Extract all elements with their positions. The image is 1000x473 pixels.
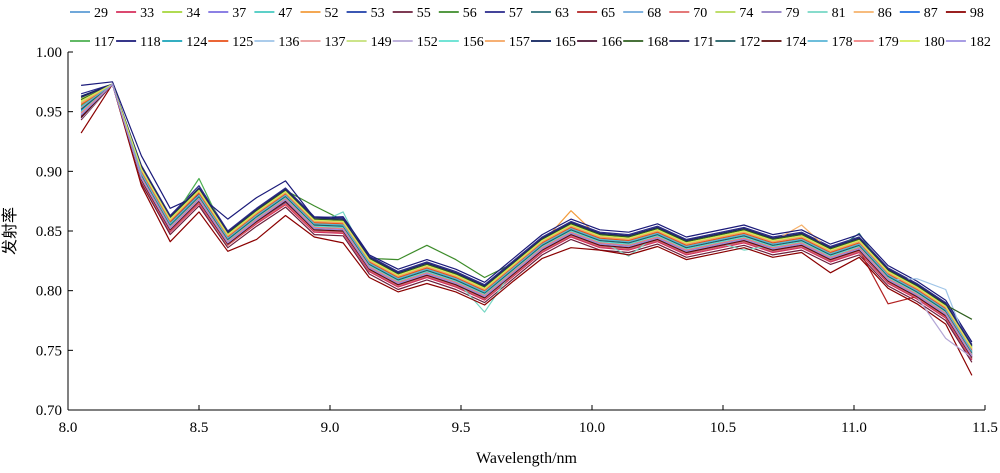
- legend-label-136: 136: [278, 35, 299, 50]
- legend-label-137: 137: [325, 35, 346, 50]
- legend-label-174: 174: [786, 35, 807, 50]
- series-line-171: [80, 83, 973, 346]
- series-line-168: [80, 83, 973, 320]
- x-tick-label: 10.5: [710, 420, 736, 436]
- legend-label-70: 70: [693, 6, 707, 21]
- legend-label-117: 117: [94, 35, 114, 50]
- series-line-180: [80, 83, 973, 349]
- x-tick-label: 8.0: [59, 420, 78, 436]
- x-tick-label: 11.0: [841, 420, 867, 436]
- legend-label-125: 125: [232, 35, 253, 50]
- y-tick-label: 0.90: [36, 164, 62, 180]
- legend-label-171: 171: [693, 35, 714, 50]
- legend-label-149: 149: [371, 35, 392, 50]
- y-tick-label: 0.85: [36, 224, 62, 240]
- plot-series: [80, 81, 973, 376]
- legend-label-52: 52: [325, 6, 339, 21]
- legend-label-74: 74: [739, 6, 753, 21]
- x-tick-label: 10.0: [579, 420, 605, 436]
- legend-label-37: 37: [232, 6, 246, 21]
- legend-label-29: 29: [94, 6, 108, 21]
- x-tick-label: 8.5: [190, 420, 209, 436]
- y-tick-label: 1.00: [36, 45, 62, 61]
- legend-label-53: 53: [371, 6, 385, 21]
- y-tick-label: 0.80: [36, 284, 62, 300]
- legend-label-152: 152: [417, 35, 438, 50]
- legend-label-182: 182: [970, 35, 991, 50]
- x-tick-label: 9.0: [321, 420, 340, 436]
- series-line-182: [80, 83, 973, 357]
- legend-label-118: 118: [140, 35, 160, 50]
- series-line-98: [80, 83, 973, 376]
- legend-label-172: 172: [739, 35, 760, 50]
- legend-label-55: 55: [417, 6, 431, 21]
- legend-label-56: 56: [463, 6, 477, 21]
- y-axis-title: 发射率: [1, 207, 19, 255]
- x-axis-title: Wavelength/nm: [476, 450, 577, 467]
- series-line-179: [80, 83, 973, 356]
- legend-label-81: 81: [832, 6, 846, 21]
- legend-label-157: 157: [509, 35, 530, 50]
- legend-label-156: 156: [463, 35, 484, 50]
- y-axis-ticks: 0.70 0.75 0.80 0.85 0.90 0.95 1.00: [36, 45, 73, 419]
- series-line-157: [80, 83, 973, 350]
- y-tick-label: 0.70: [36, 403, 62, 419]
- series-line-174: [80, 83, 973, 358]
- series-line-70: [80, 83, 973, 360]
- legend-label-33: 33: [140, 6, 154, 21]
- y-tick-label: 0.75: [36, 343, 62, 359]
- legend-label-166: 166: [601, 35, 622, 50]
- series-line-118: [81, 81, 973, 343]
- legend-label-79: 79: [786, 6, 800, 21]
- series-line-125: [80, 83, 973, 351]
- legend-label-57: 57: [509, 6, 523, 21]
- legend-label-34: 34: [186, 6, 200, 21]
- x-tick-label: 9.5: [452, 420, 471, 436]
- legend-label-65: 65: [601, 6, 615, 21]
- legend-label-178: 178: [832, 35, 853, 50]
- series-line-172: [80, 83, 973, 354]
- legend-label-87: 87: [924, 6, 938, 21]
- legend: 29 33 34 37 47 52 53 55 56 57 63 65 68 70 74 79 81 86 87 98…: [70, 6, 991, 50]
- legend-label-47: 47: [278, 6, 292, 21]
- y-tick-label: 0.95: [36, 105, 62, 121]
- legend-label-68: 68: [647, 6, 661, 21]
- legend-label-180: 180: [924, 35, 945, 50]
- x-tick-label: 11.5: [972, 420, 998, 436]
- series-line-57: [80, 83, 973, 345]
- legend-label-168: 168: [647, 35, 668, 50]
- legend-label-165: 165: [555, 35, 576, 50]
- legend-label-124: 124: [186, 35, 207, 50]
- x-axis-ticks: 8.0 8.5 9.0 9.5 10.0 10.5 11.0 11.5: [59, 405, 998, 436]
- legend-label-98: 98: [970, 6, 984, 21]
- legend-label-179: 179: [878, 35, 899, 50]
- axes: [67, 52, 985, 411]
- legend-label-63: 63: [555, 6, 569, 21]
- series-line-178: [80, 83, 973, 352]
- series-line-55: [80, 83, 973, 363]
- series-line-156: [80, 83, 973, 355]
- legend-label-86: 86: [878, 6, 892, 21]
